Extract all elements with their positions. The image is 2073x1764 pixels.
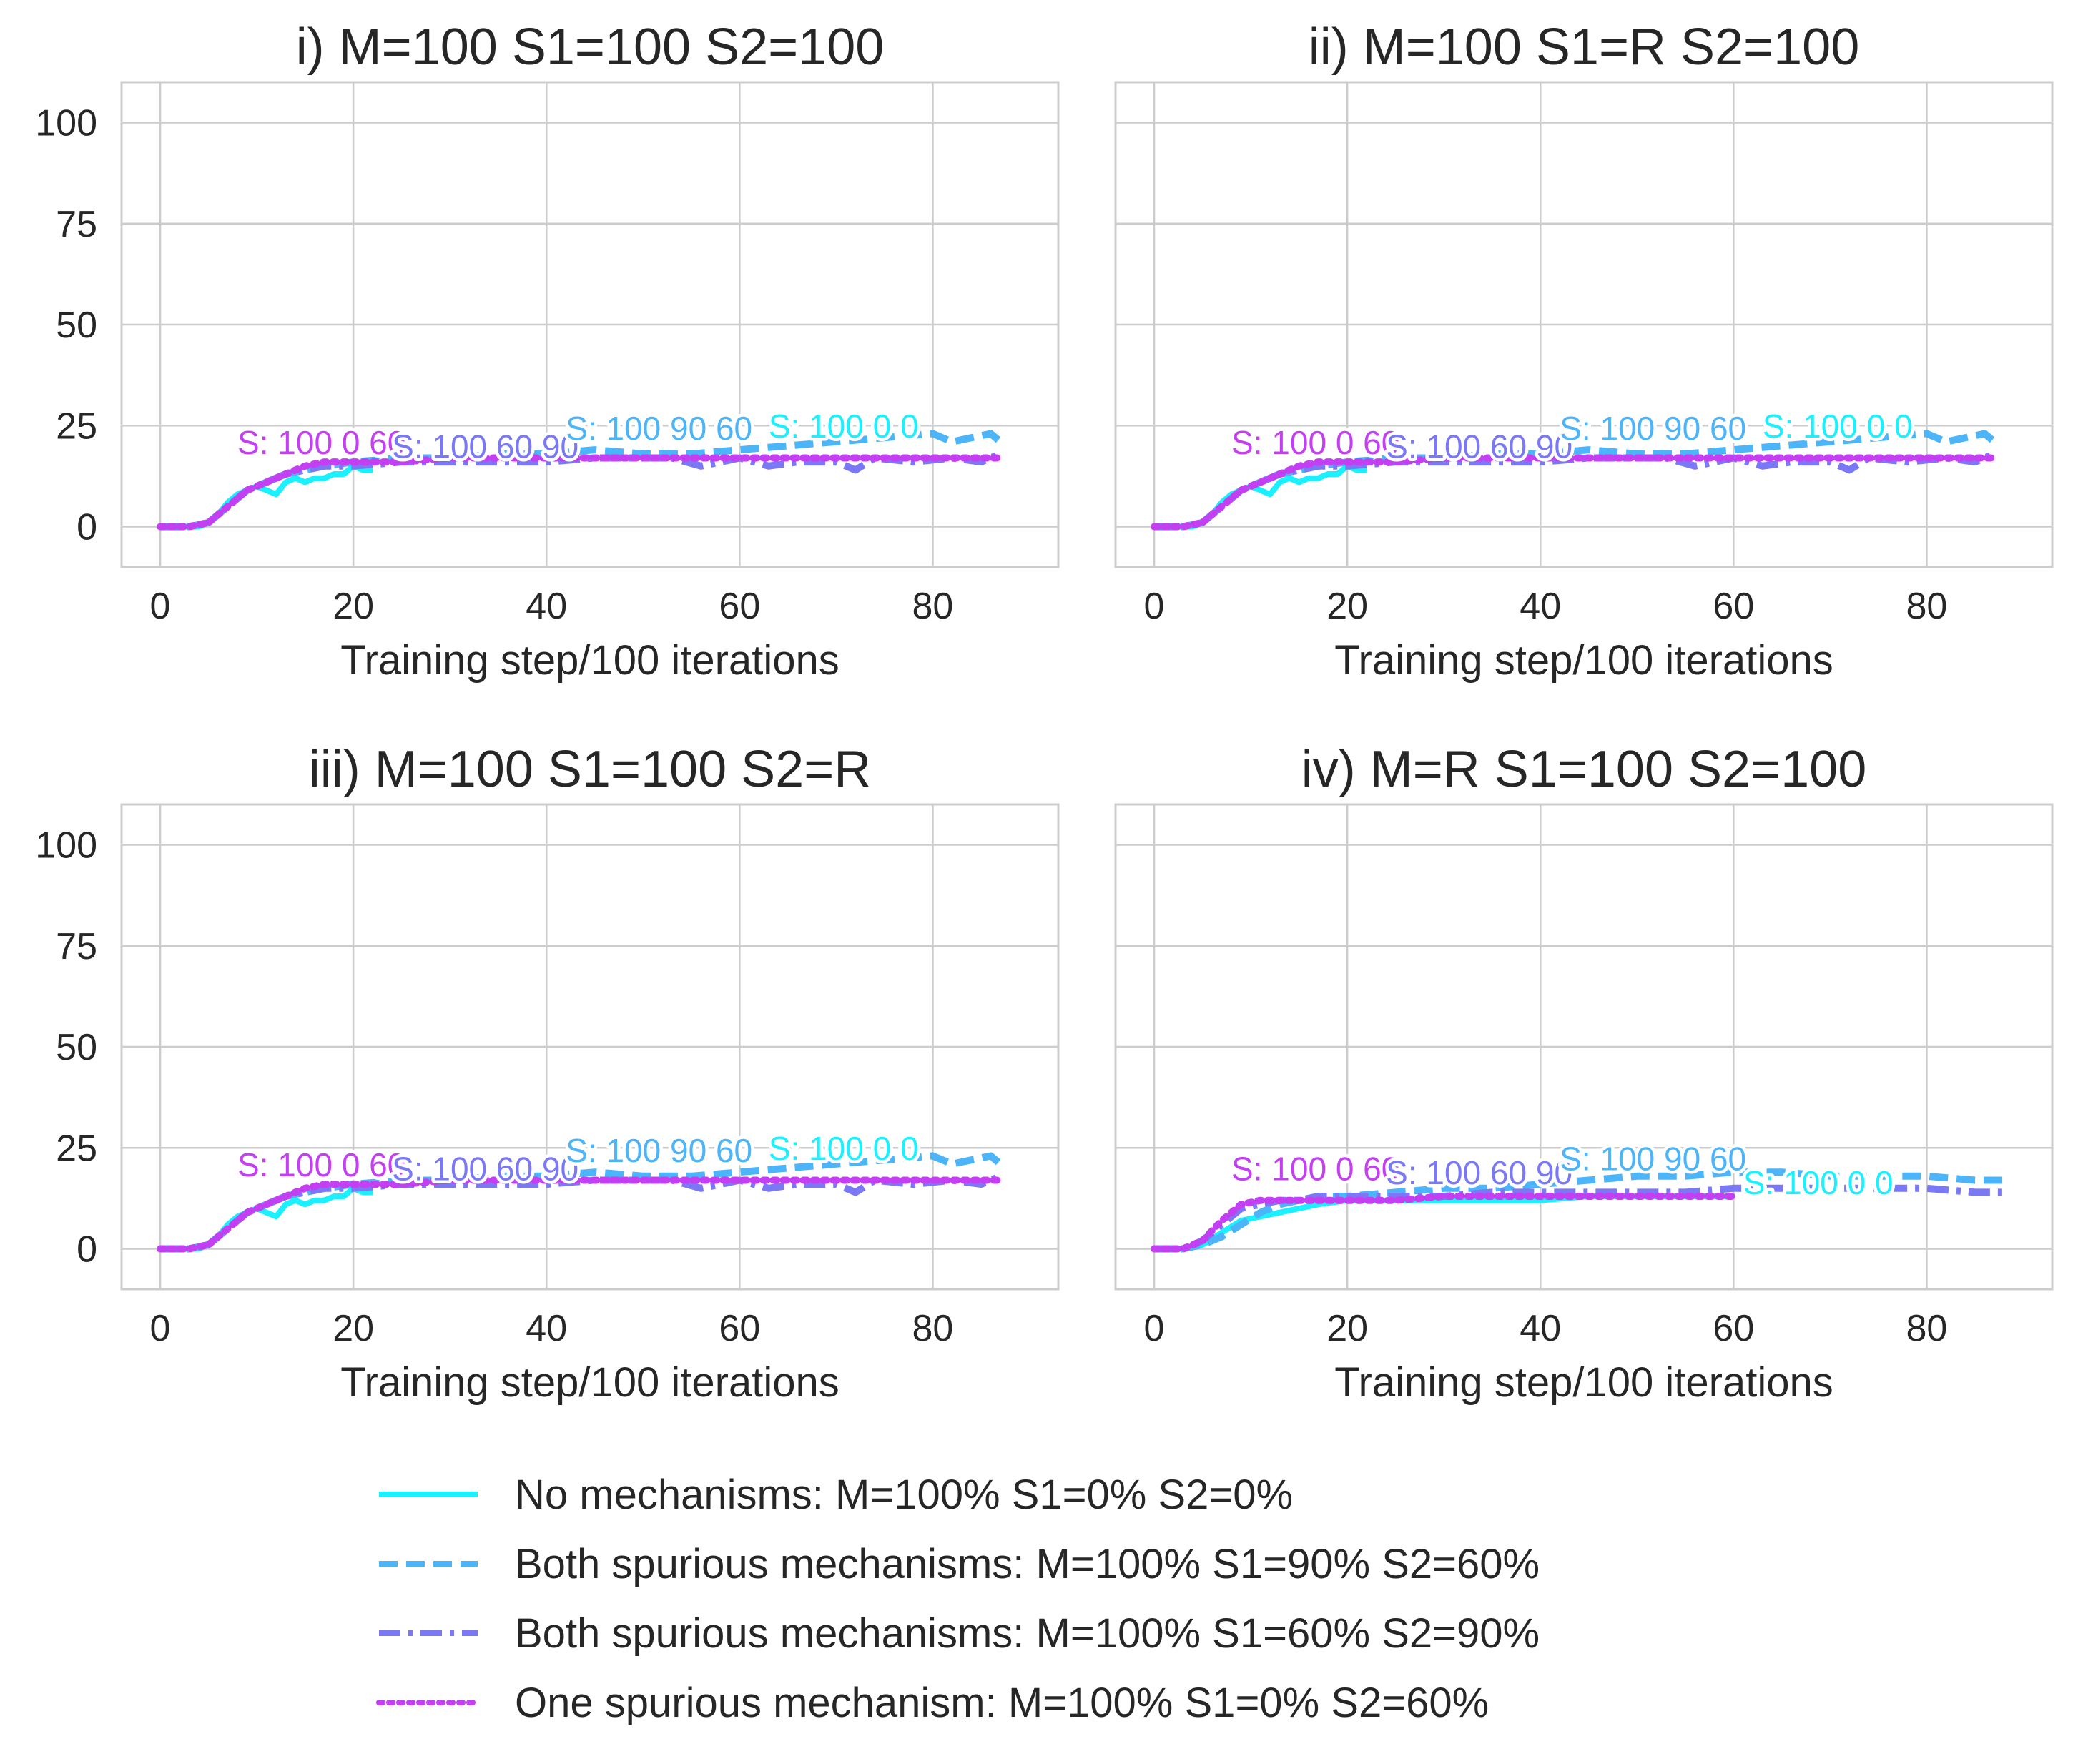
series-line-4	[1151, 1193, 1738, 1253]
chart-panel-1: 0 20 40 60 80 0 25 50 75 100 i) M=100 S1=100 S2=10…	[35, 19, 1060, 684]
series-annotation: S: 100 0 60	[237, 1146, 405, 1183]
x-tick-label: 80	[1906, 1308, 1948, 1349]
axes-frame	[120, 81, 1060, 568]
x-tick-label: 20	[333, 1308, 374, 1349]
series-annotation: S: 100 60 90	[392, 1150, 578, 1187]
series-group	[157, 1152, 1004, 1253]
series-annotation: S: 100 0 0	[1743, 1164, 1894, 1201]
series-annotation: S: 100 0 60	[1231, 424, 1399, 461]
axes-frame	[1114, 81, 2054, 568]
x-tick-label: 40	[1520, 1308, 1561, 1349]
y-tick-label: 75	[56, 204, 97, 245]
y-tick-label: 100	[35, 825, 97, 867]
chart-panel-2: 0 20 40 60 80 ii) M=100 S1=R S2=100 Training s…	[1114, 19, 2054, 684]
axes-frame	[120, 803, 1060, 1291]
y-tick-label: 25	[56, 1128, 97, 1169]
x-tick-label: 40	[1520, 586, 1561, 627]
chart-panel-3: 0 20 40 60 80 0 25 50 75 100 iii) M=100 S1=100 S2=…	[35, 741, 1060, 1406]
axes-frame	[1114, 803, 2054, 1291]
x-tick-label: 0	[1144, 1308, 1165, 1349]
series-annotation: S: 100 0 60	[1231, 1150, 1399, 1187]
series-group	[157, 430, 1004, 531]
x-tick-label: 60	[1713, 1308, 1754, 1349]
x-axis-label: Training step/100 iterations	[340, 637, 839, 684]
series-annotation: S: 100 90 60	[1560, 1140, 1746, 1177]
y-tick-label: 0	[77, 507, 97, 548]
legend-label: No mechanisms: M=100% S1=0% S2=0%	[515, 1472, 1293, 1518]
legend-label: Both spurious mechanisms: M=100% S1=60% …	[515, 1610, 1540, 1657]
series-annotation: S: 100 60 90	[1386, 428, 1572, 465]
x-tick-label: 80	[912, 1308, 954, 1349]
legend-item: Both spurious mechanisms: M=100% S1=60% …	[379, 1610, 1540, 1657]
x-axis-label: Training step/100 iterations	[1334, 1359, 1833, 1406]
legend-label: Both spurious mechanisms: M=100% S1=90% …	[515, 1541, 1540, 1587]
series-line-4	[157, 454, 1004, 531]
series-annotation: S: 100 0 60	[237, 424, 405, 461]
x-tick-label: 40	[526, 1308, 567, 1349]
x-tick-label: 60	[1713, 586, 1754, 627]
x-tick-label: 60	[719, 586, 760, 627]
series-annotation: S: 100 90 60	[566, 1132, 752, 1169]
chart-title: ii) M=100 S1=R S2=100	[1309, 19, 1859, 76]
x-tick-label: 20	[1326, 586, 1368, 627]
chart-title: iii) M=100 S1=100 S2=R	[309, 741, 871, 798]
y-tick-label: 100	[35, 103, 97, 144]
chart-panel-4: 0 20 40 60 80 iv) M=R S1=100 S2=100 Training s…	[1114, 741, 2054, 1406]
chart-panels: 0 20 40 60 80 0 25 50 75 100 i) M=100 S1=100 S2=10…	[35, 19, 2054, 1406]
y-tick-label: 0	[77, 1229, 97, 1271]
y-tick-label: 50	[56, 305, 97, 346]
series-annotation: S: 100 90 60	[1560, 410, 1746, 447]
x-tick-label: 20	[1326, 1308, 1368, 1349]
x-tick-label: 80	[1906, 586, 1948, 627]
series-annotation: S: 100 0 0	[769, 1130, 919, 1167]
legend-label: One spurious mechanism: M=100% S1=0% S2=…	[515, 1680, 1489, 1726]
series-annotation: S: 100 0 0	[769, 408, 919, 445]
x-tick-label: 20	[333, 586, 374, 627]
x-tick-label: 0	[1144, 586, 1165, 627]
legend-item: No mechanisms: M=100% S1=0% S2=0%	[379, 1472, 1293, 1518]
y-tick-label: 75	[56, 926, 97, 967]
series-group	[1151, 430, 1998, 531]
series-group	[1151, 1168, 2004, 1253]
y-tick-label: 25	[56, 405, 97, 447]
chart-title: i) M=100 S1=100 S2=100	[296, 19, 885, 76]
series-annotation: S: 100 90 60	[566, 410, 752, 447]
chart-title: iv) M=R S1=100 S2=100	[1301, 741, 1867, 798]
x-axis-label: Training step/100 iterations	[1334, 637, 1833, 684]
x-tick-label: 0	[150, 586, 171, 627]
legend: No mechanisms: M=100% S1=0% S2=0% Both sp…	[376, 1472, 1540, 1726]
series-line-4	[1151, 454, 1998, 531]
x-axis-label: Training step/100 iterations	[340, 1359, 839, 1406]
series-line-2	[1154, 1168, 2004, 1253]
x-tick-label: 0	[150, 1308, 171, 1349]
legend-item: One spurious mechanism: M=100% S1=0% S2=…	[376, 1680, 1489, 1726]
series-annotation: S: 100 60 90	[392, 428, 578, 465]
x-tick-label: 80	[912, 586, 954, 627]
series-line-3	[1154, 1184, 2004, 1253]
series-annotation: S: 100 0 0	[1763, 408, 1913, 445]
legend-item: Both spurious mechanisms: M=100% S1=90% …	[379, 1541, 1540, 1587]
series-line-4	[157, 1176, 1004, 1253]
y-tick-label: 50	[56, 1027, 97, 1068]
series-annotation: S: 100 60 90	[1386, 1154, 1572, 1191]
x-tick-label: 40	[526, 586, 567, 627]
x-tick-label: 60	[719, 1308, 760, 1349]
